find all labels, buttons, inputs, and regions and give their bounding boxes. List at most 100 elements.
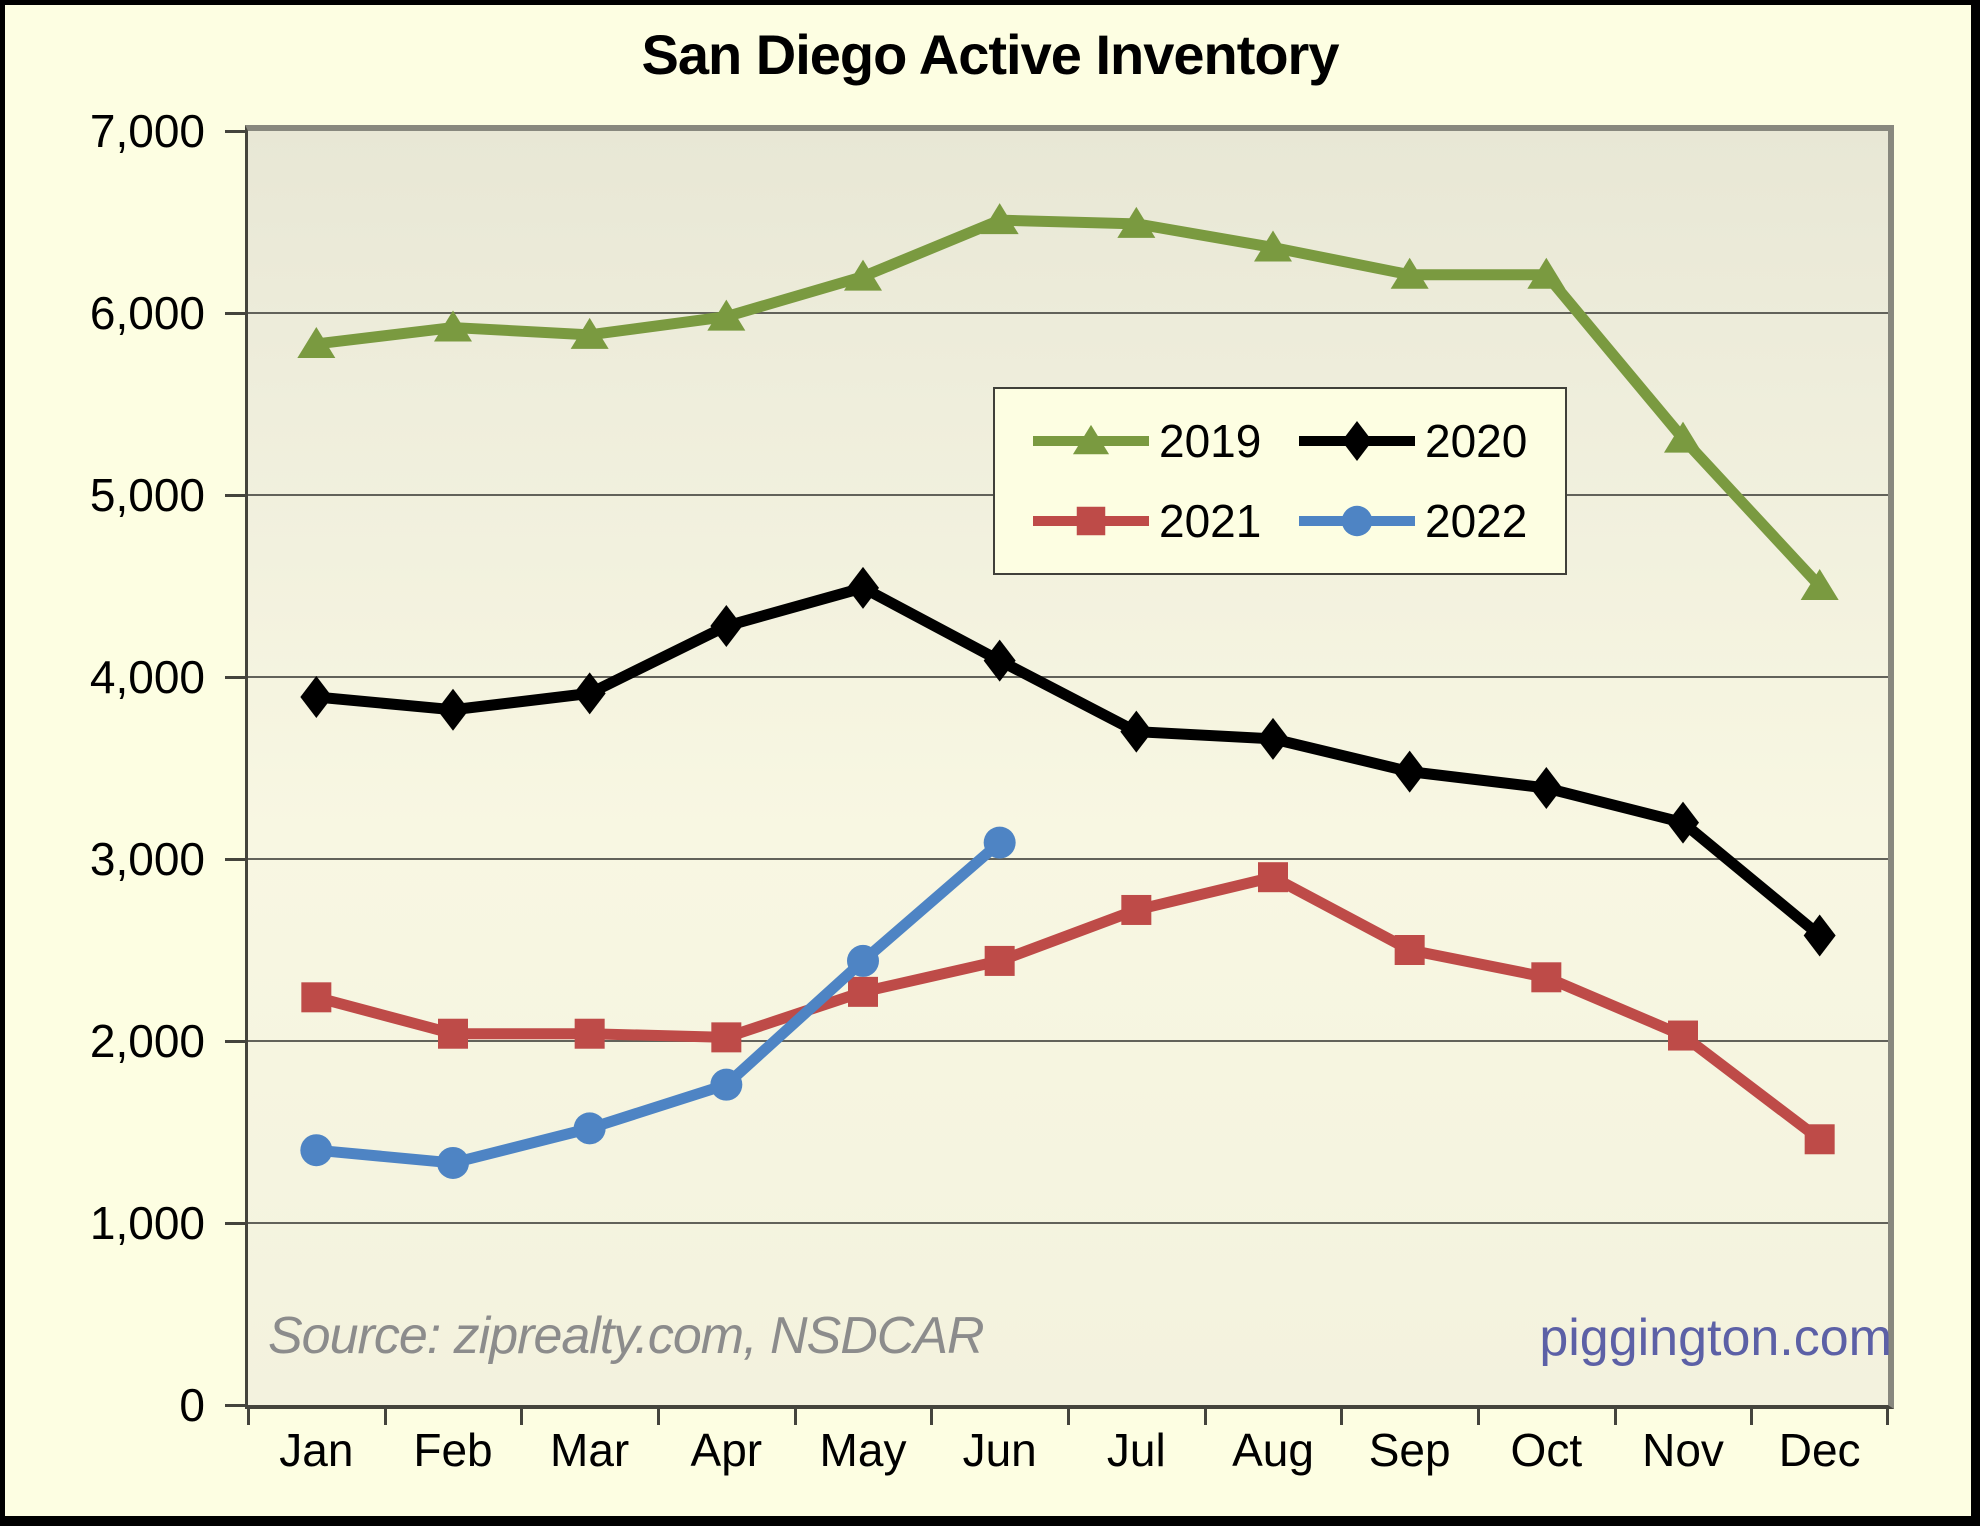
x-axis-label: Sep (1368, 1424, 1451, 1476)
marker-2020 (437, 688, 469, 731)
marker-2021 (1258, 862, 1288, 893)
y-axis-label: 7,000 (89, 105, 205, 157)
x-axis-tick (520, 1409, 524, 1425)
marker-2020 (1257, 717, 1289, 760)
legend-diamond-icon (1299, 421, 1415, 461)
plot-area (245, 125, 1894, 1409)
y-axis-tick (225, 130, 247, 133)
x-axis-label: Dec (1778, 1424, 1861, 1476)
legend-triangle-icon (1033, 424, 1149, 455)
legend-marker-2022 (1341, 505, 1373, 537)
x-axis-tick (930, 1409, 934, 1425)
marker-2021 (574, 1018, 605, 1049)
series-line-2021 (314, 871, 1823, 1144)
marker-2019 (1254, 230, 1292, 262)
marker-2022 (983, 826, 1016, 859)
x-axis-label: Apr (690, 1424, 763, 1476)
y-axis-label: 5,000 (89, 469, 205, 521)
x-axis-label: Nov (1642, 1424, 1724, 1476)
x-axis-label: Oct (1510, 1424, 1583, 1476)
series-line-2020 (315, 582, 1824, 940)
x-axis-tick (1886, 1409, 1889, 1425)
legend-item-2020: 2020 (1295, 414, 1555, 468)
legend-marker-2019 (1072, 424, 1110, 455)
x-axis-label: Jun (962, 1424, 1037, 1476)
x-axis-label: Mar (550, 1424, 630, 1476)
marker-2022 (300, 1134, 333, 1167)
legend-item-2021: 2021 (1029, 494, 1289, 548)
y-axis-tick (225, 676, 247, 679)
legend-marker-2020 (1341, 421, 1373, 461)
marker-2020 (847, 566, 879, 609)
y-axis-label: 3,000 (89, 833, 205, 885)
x-axis-label: Jul (1106, 1424, 1166, 1476)
marker-2021 (1804, 1124, 1835, 1155)
x-axis-label: Aug (1232, 1424, 1314, 1476)
marker-2021 (984, 945, 1015, 976)
legend-label-2021: 2021 (1159, 495, 1262, 547)
marker-2021 (1394, 935, 1425, 965)
marker-2020 (1393, 750, 1426, 793)
marker-2019 (297, 326, 336, 358)
marker-2019 (844, 259, 882, 291)
marker-2022 (573, 1112, 606, 1145)
marker-2020 (1530, 767, 1563, 810)
marker-2019 (1800, 569, 1839, 600)
marker-2021 (1121, 894, 1152, 925)
frame-border-top (0, 0, 1980, 5)
legend-circle-icon (1299, 505, 1415, 537)
marker-2019 (1117, 206, 1156, 238)
x-axis-label: Jan (279, 1424, 354, 1476)
marker-2021 (301, 982, 332, 1013)
x-axis-tick (1340, 1409, 1344, 1425)
marker-2019 (1390, 257, 1429, 289)
y-axis-tick (225, 312, 247, 315)
y-axis-tick (225, 1222, 247, 1225)
y-axis-tick (225, 858, 247, 861)
x-axis-tick (793, 1409, 797, 1425)
legend-label-2019: 2019 (1159, 415, 1262, 467)
y-axis-label: 6,000 (89, 287, 205, 339)
x-axis-tick (1477, 1409, 1480, 1425)
marker-2022 (437, 1146, 469, 1179)
y-axis-tick (225, 1404, 247, 1407)
marker-2019 (980, 203, 1019, 235)
chart-title: San Diego Active Inventory (641, 23, 1340, 86)
y-axis-label: 0 (179, 1379, 205, 1431)
marker-2019 (570, 317, 609, 349)
y-axis-tick (225, 1040, 247, 1043)
frame-border-right (1971, 0, 1980, 1526)
x-axis-tick (1613, 1409, 1617, 1425)
series-line-2019 (315, 214, 1824, 590)
legend: 2019 2020 2021 2022 (993, 387, 1567, 575)
marker-2019 (1664, 421, 1702, 453)
legend-square-icon (1033, 506, 1149, 536)
legend-item-2022: 2022 (1295, 494, 1555, 548)
marker-2021 (438, 1018, 468, 1049)
marker-2019 (1527, 257, 1566, 289)
frame-border-left (0, 0, 5, 1526)
legend-label-2020: 2020 (1425, 415, 1528, 467)
x-axis-label: May (819, 1424, 907, 1476)
x-axis-tick (383, 1409, 387, 1425)
y-axis-label: 1,000 (89, 1197, 205, 1249)
marker-2022 (847, 944, 879, 977)
marker-2021 (711, 1022, 742, 1053)
x-axis-label: Feb (413, 1424, 493, 1476)
y-axis-label: 2,000 (89, 1015, 205, 1067)
marker-2020 (710, 605, 743, 648)
marker-2020 (573, 672, 606, 715)
x-axis-tick (247, 1409, 250, 1425)
x-axis-tick (657, 1409, 660, 1425)
y-axis-label: 4,000 (89, 651, 205, 703)
series-line-2022 (315, 838, 1004, 1169)
y-axis-tick (225, 494, 247, 497)
marker-2020 (983, 639, 1016, 682)
marker-2020 (1667, 801, 1699, 844)
x-axis-tick (1750, 1409, 1754, 1425)
legend-marker-2021 (1076, 506, 1106, 536)
marker-2020 (1120, 710, 1153, 753)
chart-svg (248, 203, 1888, 1224)
marker-2021 (1531, 962, 1562, 993)
